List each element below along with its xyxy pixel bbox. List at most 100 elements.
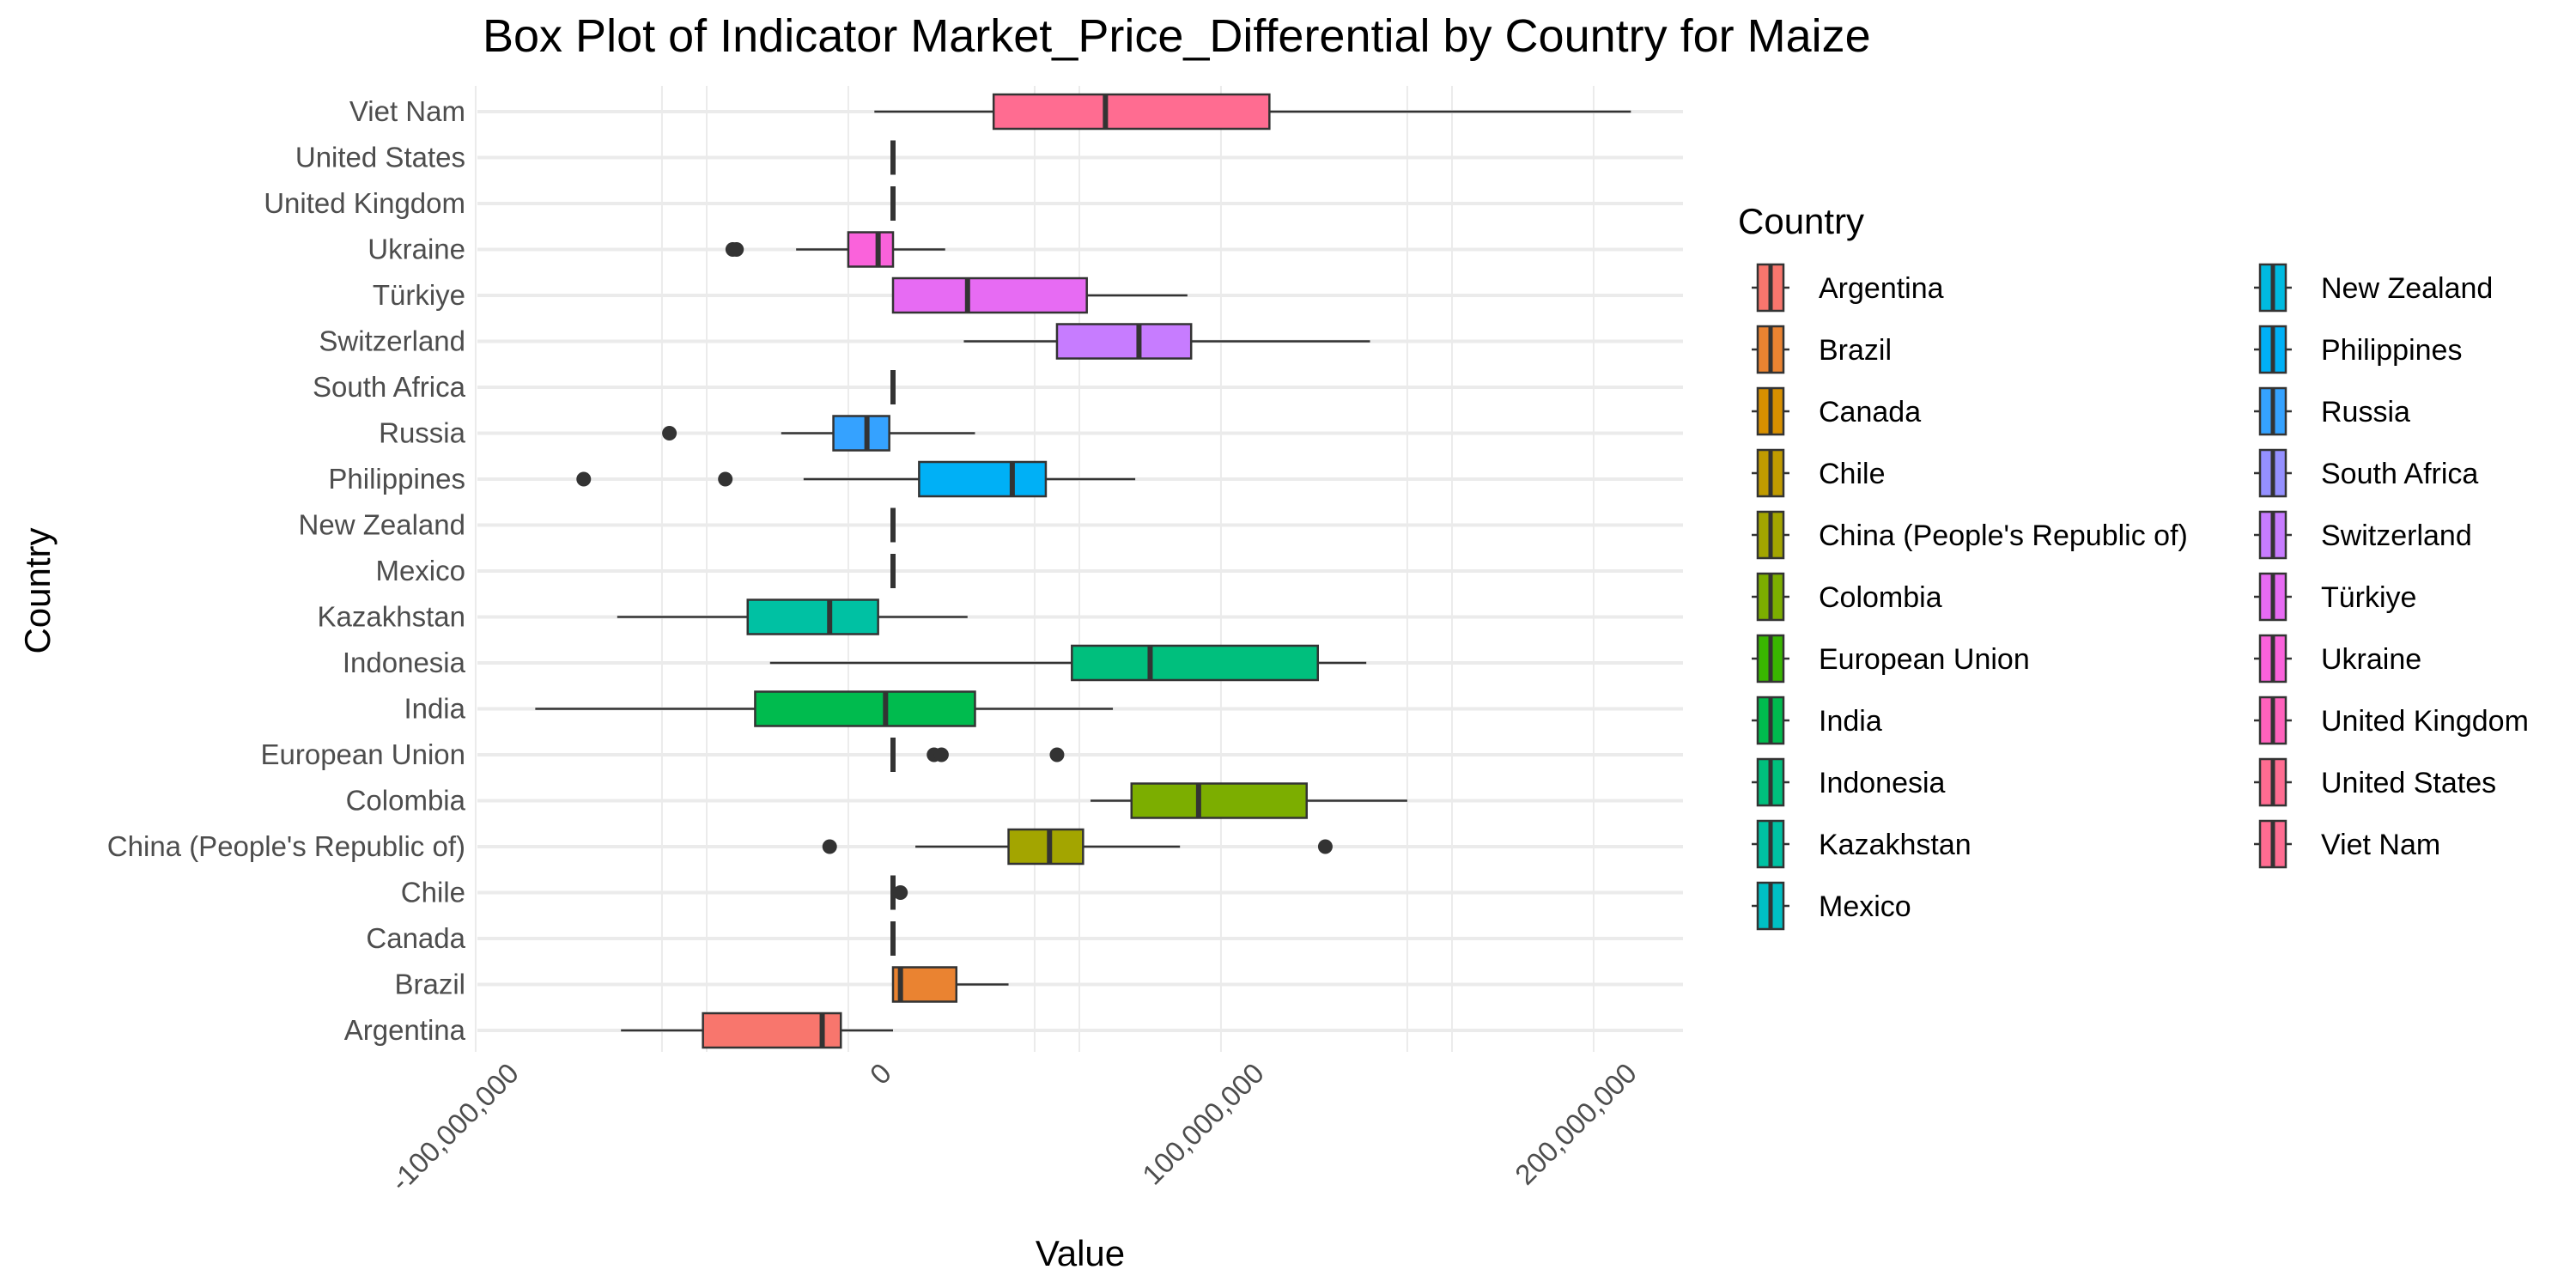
legend-item-united-states: United States [2254,757,2496,807]
box-philippines [918,460,1048,498]
legend-item-kazakhstan: Kazakhstan [1752,819,1971,869]
outlier-european-union [1049,747,1065,762]
y-axis-title: Country [17,527,58,653]
legend-item-canada: Canada [1752,386,1921,436]
legend-item-brazil: Brazil [1752,325,1892,374]
box-viet-nam [992,93,1271,131]
y-tick-label: India [404,693,465,725]
outlier-european-union [933,747,949,762]
box-ukraine [847,231,895,268]
x-axis-title: Value [1036,1233,1125,1273]
legend-label: United Kingdom [2321,705,2529,738]
box-russia [832,415,890,452]
outlier-china-people-s-republic-of [822,839,837,854]
legend-item-colombia: Colombia [1752,572,1942,622]
legend-item-china-people-s-republic-of: China (People's Republic of) [1752,510,2188,560]
legend-label: Chile [1819,458,1885,490]
box-india [754,690,976,727]
legend-label: Switzerland [2321,519,2472,552]
legend-label: Canada [1819,396,1921,428]
legend-label: Viet Nam [2321,829,2440,861]
y-tick-label: Colombia [346,785,466,817]
y-tick-label: Canada [366,922,465,954]
legend-label: Philippines [2321,334,2462,367]
legend-title: Country [1738,201,1864,241]
y-tick-label: South Africa [313,371,466,403]
legend-label: India [1819,705,1882,738]
legend-label: New Zealand [2321,272,2493,305]
outlier-china-people-s-republic-of [1317,839,1333,854]
y-tick-label: Russia [379,417,466,449]
y-tick-label: Türkiye [373,279,465,311]
y-tick-label: United Kingdom [264,187,465,219]
box-t-rkiye [891,276,1088,314]
y-tick-label: Chile [401,877,465,908]
legend-label: Ukraine [2321,643,2421,676]
legend-label: Russia [2321,396,2410,428]
legend: Argentina Brazil Canada Chile China (People'… [1752,263,2529,931]
box-brazil [891,966,958,1003]
outlier-russia [662,426,677,440]
y-tick-label: China (People's Republic of) [107,830,465,862]
y-tick-labels: Argentina Brazil Canada Chile China (People'… [107,95,466,1046]
y-tick-label: Viet Nam [349,95,465,127]
box-indonesia [1071,644,1320,682]
legend-label: China (People's Republic of) [1819,519,2188,552]
legend-item-india: India [1752,696,1882,745]
legend-item-united-kingdom: United Kingdom [2254,696,2529,745]
legend-item-philippines: Philippines [2254,325,2462,374]
legend-item-indonesia: Indonesia [1752,757,1946,807]
legend-label: Brazil [1819,334,1892,367]
x-tick-label: 100,000,000 [1136,1057,1270,1191]
box-colombia [1130,782,1308,819]
legend-item-new-zealand: New Zealand [2254,263,2493,313]
box-china-people-s-republic-of [1007,828,1084,866]
boxes-layer [535,93,1631,1049]
legend-label: Indonesia [1819,767,1946,799]
legend-label: Kazakhstan [1819,829,1971,861]
legend-label: South Africa [2321,458,2478,490]
y-tick-label: European Union [260,738,465,770]
outlier-chile [893,885,908,900]
legend-item-south-africa: South Africa [2254,448,2478,498]
legend-item-t-rkiye: Türkiye [2254,572,2416,622]
y-tick-label: Switzerland [319,325,465,357]
legend-item-chile: Chile [1752,448,1885,498]
legend-item-switzerland: Switzerland [2254,510,2472,560]
grid-layer [474,86,1683,1052]
legend-label: European Union [1819,643,2030,676]
legend-item-mexico: Mexico [1752,881,1911,931]
box-argentina [702,1012,842,1049]
outlier-ukraine [729,242,744,257]
x-tick-labels: -100,000,000 0 100,000,000 200,000,000 [384,1057,1643,1198]
y-tick-label: New Zealand [299,509,465,541]
x-tick-label: 0 [864,1057,897,1091]
legend-item-ukraine: Ukraine [2254,634,2421,683]
y-tick-label: Kazakhstan [318,601,465,633]
y-tick-label: United States [295,142,465,173]
legend-item-european-union: European Union [1752,634,2030,683]
box-switzerland [1055,323,1193,360]
legend-label: Colombia [1819,581,1942,614]
y-tick-label: Argentina [344,1014,466,1046]
y-tick-label: Philippines [328,463,465,495]
x-tick-label: 200,000,000 [1509,1057,1643,1191]
legend-item-russia: Russia [2254,386,2410,436]
legend-item-argentina: Argentina [1752,263,1944,313]
y-tick-label: Brazil [394,969,465,1000]
legend-label: Türkiye [2321,581,2416,614]
y-tick-label: Indonesia [343,647,466,678]
legend-label: Argentina [1819,272,1944,305]
y-tick-label: Ukraine [368,234,465,265]
box-kazakhstan [746,598,879,635]
legend-item-viet-nam: Viet Nam [2254,819,2440,869]
outlier-philippines [718,471,733,487]
outlier-philippines [576,471,592,487]
legend-label: United States [2321,767,2496,799]
y-tick-label: Mexico [375,555,465,586]
legend-label: Mexico [1819,890,1911,923]
chart-title: Box Plot of Indicator Market_Price_Diffe… [483,10,1871,62]
x-tick-label: -100,000,000 [384,1057,525,1198]
